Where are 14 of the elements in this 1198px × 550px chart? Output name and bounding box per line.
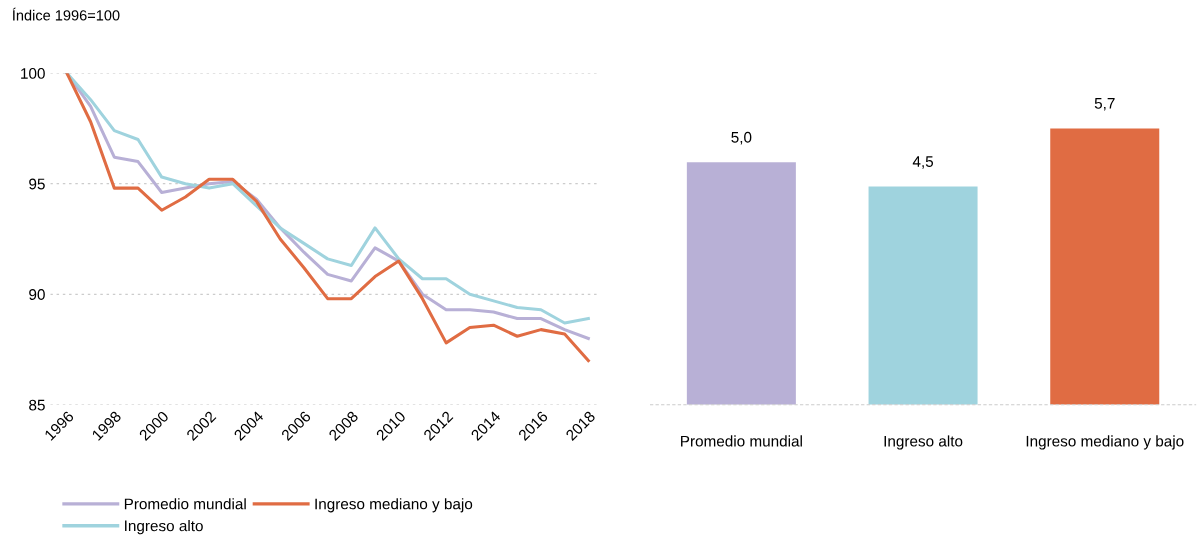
y-tick-label: 85 (29, 399, 45, 411)
x-tick-label: Promedio mundial (681, 435, 802, 447)
legend-label: Ingreso mediano y bajo (315, 498, 473, 513)
y-tick-label: 95 (29, 178, 45, 190)
x-tick-label: Ingreso mediano y bajo (1026, 435, 1184, 450)
y-axis-title: Índice 1996=100 (12, 7, 120, 21)
y-tick-label: 100 (21, 68, 45, 79)
data-label: 4,5 (912, 156, 934, 169)
data-label: 5,7 (1094, 98, 1115, 111)
legend-label: Ingreso alto (125, 520, 203, 535)
data-label: 5,0 (731, 131, 752, 145)
x-tick-label: Ingreso alto (884, 435, 963, 450)
y-tick-label: 90 (29, 289, 45, 300)
legend-label: Promedio mundial (124, 498, 246, 510)
